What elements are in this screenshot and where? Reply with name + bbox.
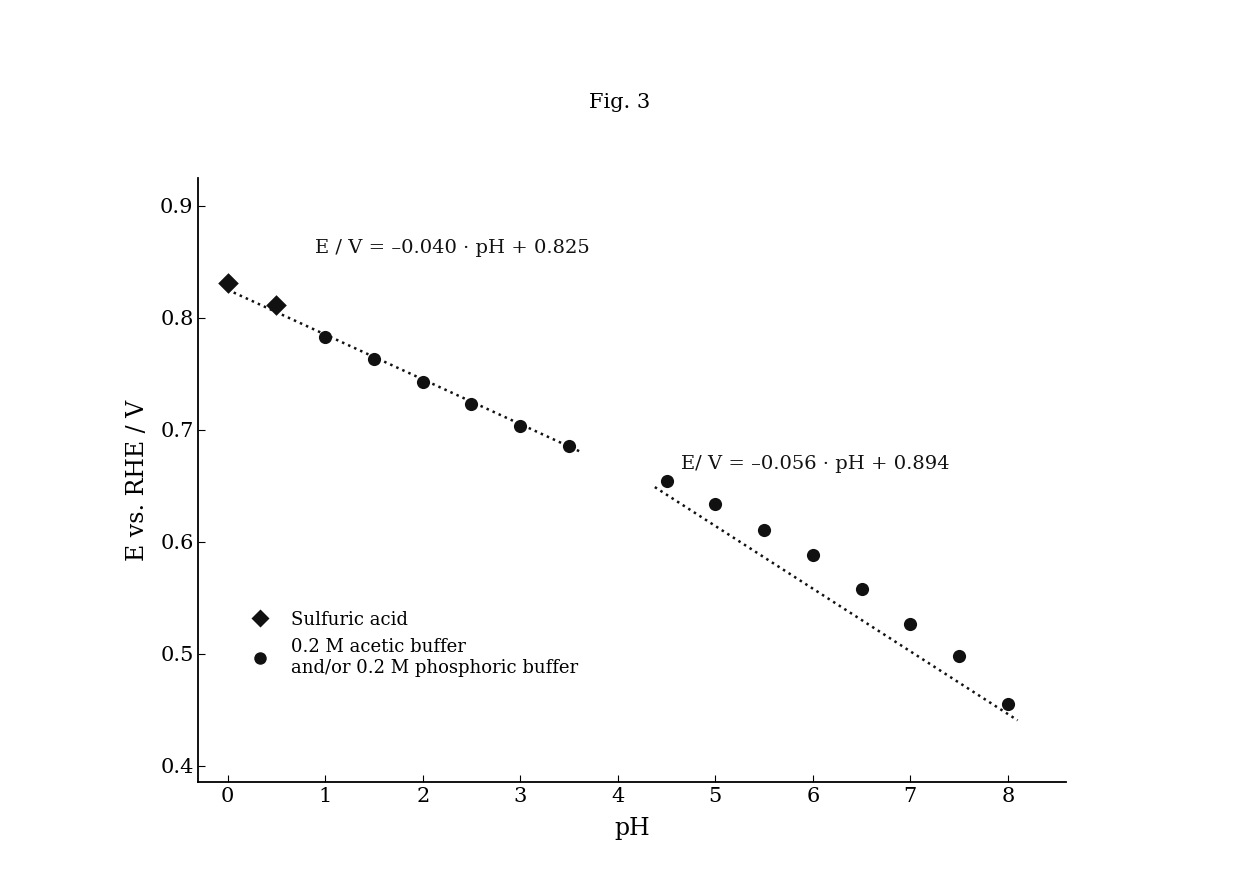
Point [657, 474, 677, 488]
Point [315, 330, 335, 344]
Point [998, 697, 1018, 711]
Point [267, 299, 286, 313]
Point [852, 581, 872, 596]
Legend: Sulfuric acid, 0.2 M acetic buffer
and/or 0.2 M phosphoric buffer: Sulfuric acid, 0.2 M acetic buffer and/o… [242, 611, 578, 677]
Point [511, 420, 531, 434]
Point [461, 396, 481, 411]
Text: E/ V = –0.056 · pH + 0.894: E/ V = –0.056 · pH + 0.894 [681, 455, 950, 473]
Point [804, 548, 823, 562]
Point [900, 617, 920, 631]
Point [706, 496, 725, 510]
Point [413, 374, 433, 388]
Y-axis label: E vs. RHE / V: E vs. RHE / V [126, 399, 149, 561]
Point [218, 276, 238, 290]
Point [365, 352, 384, 366]
Text: E / V = –0.040 · pH + 0.825: E / V = –0.040 · pH + 0.825 [315, 239, 590, 257]
Text: Fig. 3: Fig. 3 [589, 92, 651, 112]
Point [754, 524, 774, 538]
Point [559, 439, 579, 453]
X-axis label: pH: pH [615, 817, 650, 840]
Point [949, 649, 968, 663]
